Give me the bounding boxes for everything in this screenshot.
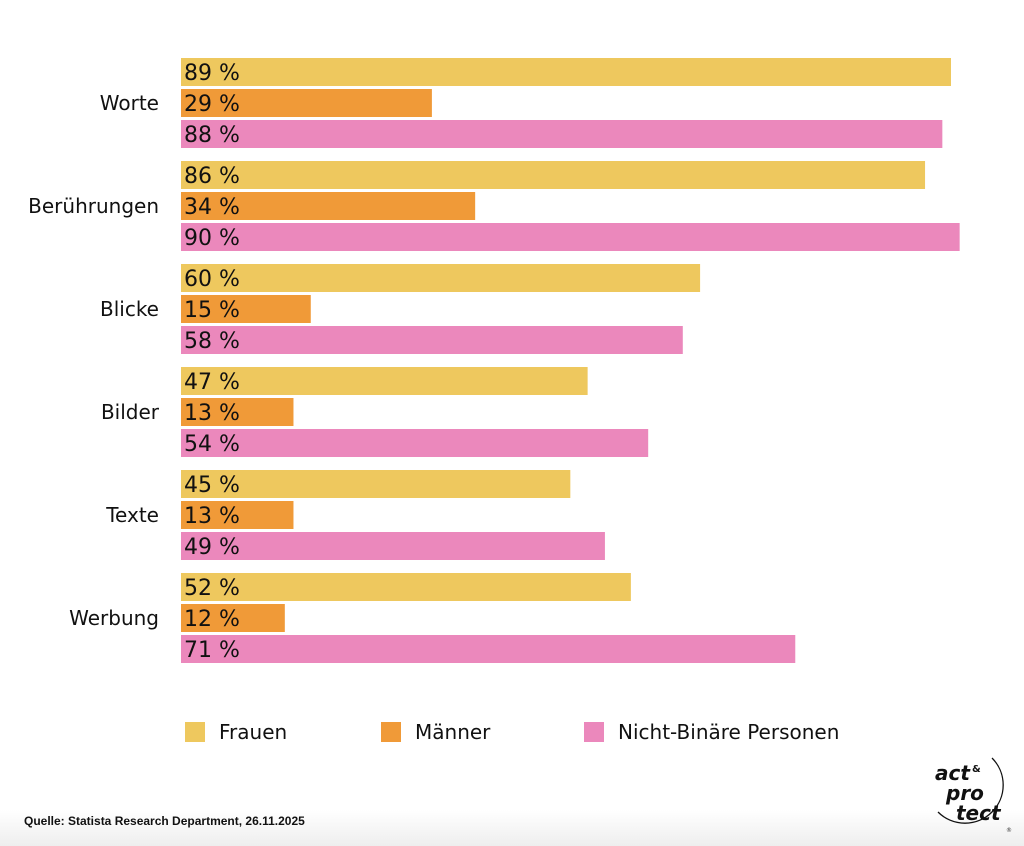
data-label: 45 % — [184, 473, 240, 498]
bar — [181, 192, 476, 220]
legend-item-frauen: Frauen — [185, 720, 287, 744]
data-label: 88 % — [184, 123, 240, 148]
bar — [181, 573, 631, 601]
bar — [181, 295, 311, 323]
svg-text:tect: tect — [956, 801, 1002, 825]
bar — [181, 604, 285, 632]
data-label: 52 % — [184, 576, 240, 601]
data-label: 34 % — [184, 195, 240, 220]
bar — [181, 223, 960, 251]
legend-item-nicht-binaere: Nicht-Binäre Personen — [584, 720, 839, 744]
bar — [181, 120, 943, 148]
data-label: 71 % — [184, 638, 240, 663]
bar — [181, 264, 701, 292]
bar-chart: Worte 89 % 29 % 88 % Berührungen 86 % 34 % 90 %… — [28, 58, 960, 663]
act-and-protect-logo: act & pro tect ® — [935, 757, 1012, 834]
data-label: 90 % — [184, 226, 240, 251]
source-note: Quelle: Statista Research Department, 26… — [24, 814, 305, 828]
bar — [181, 398, 294, 426]
legend-swatch — [185, 722, 205, 742]
legend-label: Männer — [415, 720, 491, 744]
bar — [181, 89, 432, 117]
category-label: Texte — [105, 503, 159, 527]
bar — [181, 367, 588, 395]
svg-text:®: ® — [1006, 827, 1012, 834]
category-label: Blicke — [100, 297, 159, 321]
svg-text:&: & — [972, 764, 981, 775]
data-label: 89 % — [184, 61, 240, 86]
bar — [181, 326, 683, 354]
legend-swatch — [584, 722, 604, 742]
data-label: 54 % — [184, 432, 240, 457]
data-label: 49 % — [184, 535, 240, 560]
data-label: 13 % — [184, 504, 240, 529]
data-label: 12 % — [184, 607, 240, 632]
category-label: Werbung — [69, 606, 159, 630]
data-label: 15 % — [184, 298, 240, 323]
svg-text:act: act — [935, 761, 971, 785]
legend-label: Frauen — [219, 720, 288, 744]
data-label: 47 % — [184, 370, 240, 395]
data-label: 29 % — [184, 92, 240, 117]
data-label: 13 % — [184, 401, 240, 426]
bar — [181, 429, 649, 457]
data-label: 86 % — [184, 164, 240, 189]
category-label: Worte — [100, 91, 159, 115]
bar — [181, 532, 605, 560]
data-label: 58 % — [184, 329, 240, 354]
data-label: 60 % — [184, 267, 240, 292]
bar — [181, 501, 294, 529]
bar — [181, 635, 796, 663]
bar — [181, 470, 571, 498]
svg-text:pro: pro — [945, 781, 984, 805]
category-label: Berührungen — [28, 194, 159, 218]
legend-item-maenner: Männer — [381, 720, 490, 744]
bar — [181, 58, 951, 86]
legend-swatch — [381, 722, 401, 742]
bar — [181, 161, 926, 189]
category-label: Bilder — [101, 400, 160, 424]
legend-label: Nicht-Binäre Personen — [618, 720, 840, 744]
